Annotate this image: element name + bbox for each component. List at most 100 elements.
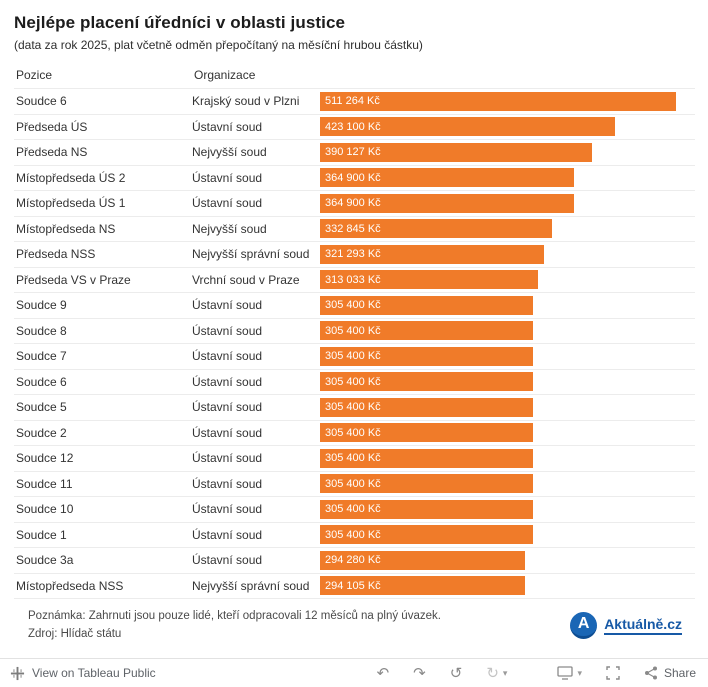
- salary-bar[interactable]: 305 400 Kč: [320, 525, 533, 545]
- salary-value: 305 400 Kč: [325, 350, 381, 363]
- source-text: Zdroj: Hlídač státu: [28, 627, 122, 640]
- salary-bar[interactable]: 332 845 Kč: [320, 219, 552, 239]
- toolbar-right: ↶ ↷ ↺ ↻ ▾ ▾ Share: [353, 666, 696, 681]
- table-row[interactable]: Soudce 5 Ústavní soud 305 400 Kč: [14, 395, 695, 421]
- organization-label: Ústavní soud: [192, 170, 263, 185]
- salary-bar[interactable]: 294 105 Kč: [320, 576, 525, 596]
- organization-label: Krajský soud v Plzni: [192, 94, 300, 109]
- organization-label: Ústavní soud: [192, 119, 263, 134]
- table-row[interactable]: Místopředseda ÚS 2 Ústavní soud 364 900 Kč: [14, 166, 695, 191]
- salary-bar[interactable]: 305 400 Kč: [320, 372, 533, 392]
- salary-value: 305 400 Kč: [325, 324, 381, 337]
- position-label: Předseda ÚS: [16, 119, 88, 134]
- position-label: Soudce 6: [16, 374, 67, 389]
- position-label: Soudce 1: [16, 527, 67, 542]
- refresh-caret-icon[interactable]: ▾: [502, 667, 508, 678]
- table-row[interactable]: Soudce 8 Ústavní soud 305 400 Kč: [14, 319, 695, 344]
- table-row[interactable]: Soudce 9 Ústavní soud 305 400 Kč: [14, 293, 695, 319]
- organization-label: Ústavní soud: [192, 374, 263, 389]
- bar-cell: 305 400 Kč: [320, 472, 695, 497]
- bar-cell: 305 400 Kč: [320, 319, 695, 344]
- table-row[interactable]: Soudce 12 Ústavní soud 305 400 Kč: [14, 446, 695, 472]
- organization-label: Ústavní soud: [192, 476, 263, 491]
- position-label: Soudce 11: [16, 476, 73, 491]
- salary-bar[interactable]: 364 900 Kč: [320, 193, 575, 213]
- position-label: Soudce 8: [16, 323, 67, 338]
- bar-cell: 511 264 Kč: [320, 89, 695, 114]
- salary-bar[interactable]: 305 400 Kč: [320, 448, 533, 468]
- table-row[interactable]: Soudce 6 Ústavní soud 305 400 Kč: [14, 370, 695, 395]
- position-label: Soudce 10: [16, 502, 74, 517]
- table-row[interactable]: Soudce 1 Ústavní soud 305 400 Kč: [14, 523, 695, 548]
- table-row[interactable]: Předseda NS Nejvyšší soud 390 127 Kč: [14, 140, 695, 166]
- chart-subtitle: (data za rok 2025, plat včetně odměn pře…: [14, 38, 423, 52]
- table-row[interactable]: Soudce 10 Ústavní soud 305 400 Kč: [14, 497, 695, 523]
- organization-label: Ústavní soud: [192, 349, 263, 364]
- position-label: Soudce 9: [16, 298, 67, 313]
- reset-icon[interactable]: ↺: [449, 664, 463, 682]
- salary-bar[interactable]: 305 400 Kč: [320, 321, 533, 341]
- position-label: Předseda NS: [16, 145, 88, 160]
- undo-icon[interactable]: ↶: [376, 664, 390, 682]
- table-row[interactable]: Soudce 3a Ústavní soud 294 280 Kč: [14, 548, 695, 574]
- salary-bar[interactable]: 423 100 Kč: [320, 117, 615, 137]
- position-label: Místopředseda NS: [16, 221, 116, 236]
- salary-bar[interactable]: 390 127 Kč: [320, 142, 592, 162]
- bar-cell: 364 900 Kč: [320, 191, 695, 216]
- salary-bar[interactable]: 511 264 Kč: [320, 91, 677, 111]
- salary-value: 294 105 Kč: [325, 579, 381, 592]
- salary-bar[interactable]: 313 033 Kč: [320, 270, 539, 290]
- aktualne-brand[interactable]: A Aktuálně.cz: [570, 612, 682, 640]
- table-row[interactable]: Místopředseda NSS Nejvyšší správní soud 29…: [14, 574, 695, 599]
- tableau-logo-icon: [10, 666, 25, 681]
- table-row[interactable]: Soudce 6 Krajský soud v Plzni 511 264 Kč: [14, 89, 695, 115]
- display-caret-icon[interactable]: ▾: [577, 667, 582, 678]
- table-row[interactable]: Místopředseda ÚS 1 Ústavní soud 364 900 Kč: [14, 191, 695, 217]
- salary-bar[interactable]: 305 400 Kč: [320, 423, 533, 443]
- table-row[interactable]: Předseda ÚS Ústavní soud 423 100 Kč: [14, 115, 695, 140]
- table-row[interactable]: Soudce 7 Ústavní soud 305 400 Kč: [14, 344, 695, 370]
- organization-label: Ústavní soud: [192, 451, 263, 466]
- salary-value: 305 400 Kč: [325, 299, 381, 312]
- table-row[interactable]: Soudce 2 Ústavní soud 305 400 Kč: [14, 421, 695, 446]
- salary-value: 511 264 Kč: [325, 95, 380, 108]
- table-header: Pozice Organizace: [14, 66, 695, 88]
- salary-bar[interactable]: 364 900 Kč: [320, 168, 575, 188]
- salary-bar[interactable]: 294 280 Kč: [320, 550, 526, 570]
- toolbar-left: View on Tableau Public: [10, 666, 156, 681]
- position-label: Předseda VS v Praze: [16, 272, 131, 287]
- chart-title: Nejlépe placení úředníci v oblasti justi…: [14, 13, 346, 32]
- redo-icon[interactable]: ↷: [413, 664, 426, 682]
- table-row[interactable]: Předseda NSS Nejvyšší správní soud 321 293…: [14, 242, 695, 268]
- table-row[interactable]: Soudce 11 Ústavní soud 305 400 Kč: [14, 472, 695, 497]
- display-download-icon[interactable]: [557, 666, 574, 680]
- salary-bar[interactable]: 321 293 Kč: [320, 244, 544, 264]
- share-button[interactable]: Share: [644, 666, 696, 680]
- salary-bar[interactable]: 305 400 Kč: [320, 499, 533, 519]
- salary-bar[interactable]: 305 400 Kč: [320, 346, 533, 366]
- position-label: Místopředseda NSS: [16, 578, 124, 593]
- column-header-pozice: Pozice: [16, 68, 53, 82]
- salary-bar[interactable]: 305 400 Kč: [320, 474, 533, 494]
- refresh-icon[interactable]: ↻: [486, 664, 499, 682]
- tableau-viz: Nejlépe placení úředníci v oblasti justi…: [14, 13, 695, 640]
- bar-cell: 294 280 Kč: [320, 548, 695, 573]
- salary-value: 313 033 Kč: [325, 273, 381, 286]
- organization-label: Ústavní soud: [192, 196, 263, 211]
- fullscreen-icon[interactable]: [606, 666, 620, 680]
- organization-label: Nejvyšší správní soud: [192, 578, 310, 593]
- salary-value: 305 400 Kč: [325, 426, 381, 439]
- salary-bar[interactable]: 305 400 Kč: [320, 295, 533, 315]
- bar-cell: 305 400 Kč: [320, 395, 695, 420]
- table-row[interactable]: Předseda VS v Praze Vrchní soud v Praze 31…: [14, 268, 695, 293]
- view-on-tableau-public-link[interactable]: View on Tableau Public: [32, 666, 156, 680]
- table-row[interactable]: Místopředseda NS Nejvyšší soud 332 845 Kč: [14, 217, 695, 242]
- note-text: Poznámka: Zahrnuti jsou pouze lidé, kteř…: [28, 610, 441, 622]
- organization-label: Ústavní soud: [192, 323, 263, 338]
- organization-label: Ústavní soud: [192, 298, 263, 313]
- share-icon: [644, 666, 657, 680]
- organization-label: Ústavní soud: [192, 502, 263, 517]
- bar-cell: 423 100 Kč: [320, 115, 695, 140]
- bar-cell: 390 127 Kč: [320, 140, 695, 165]
- salary-bar[interactable]: 305 400 Kč: [320, 397, 533, 417]
